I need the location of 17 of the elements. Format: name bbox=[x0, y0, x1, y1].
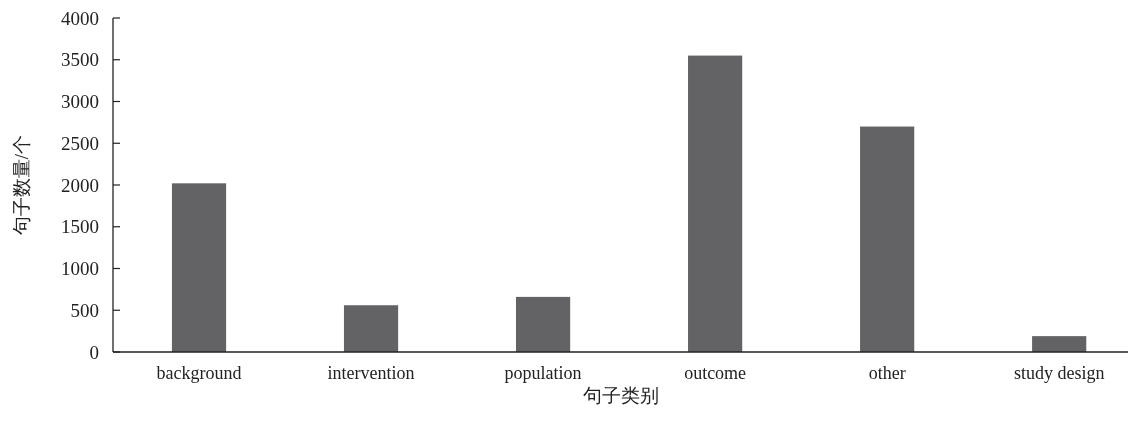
x-tick-label: study design bbox=[1013, 363, 1105, 383]
y-tick-label: 0 bbox=[89, 341, 99, 363]
y-axis-title: 句子数量/个 bbox=[11, 134, 32, 236]
y-tick-label: 2500 bbox=[61, 132, 99, 154]
x-tick-label: intervention bbox=[327, 363, 415, 383]
x-axis-title: 句子类别 bbox=[582, 385, 659, 406]
x-tick-label: background bbox=[156, 363, 242, 383]
x-tick-label: population bbox=[504, 363, 582, 383]
y-tick-label: 3500 bbox=[61, 49, 99, 71]
x-tick-label: other bbox=[868, 363, 906, 383]
y-tick-label: 500 bbox=[70, 299, 99, 321]
x-tick-label: outcome bbox=[684, 363, 747, 383]
y-tick-label: 1500 bbox=[61, 216, 99, 238]
y-tick-label: 3000 bbox=[61, 91, 99, 112]
y-tick-label: 2000 bbox=[61, 174, 99, 196]
y-tick-label: 1000 bbox=[61, 258, 99, 279]
y-tick-label: 4000 bbox=[61, 7, 99, 29]
